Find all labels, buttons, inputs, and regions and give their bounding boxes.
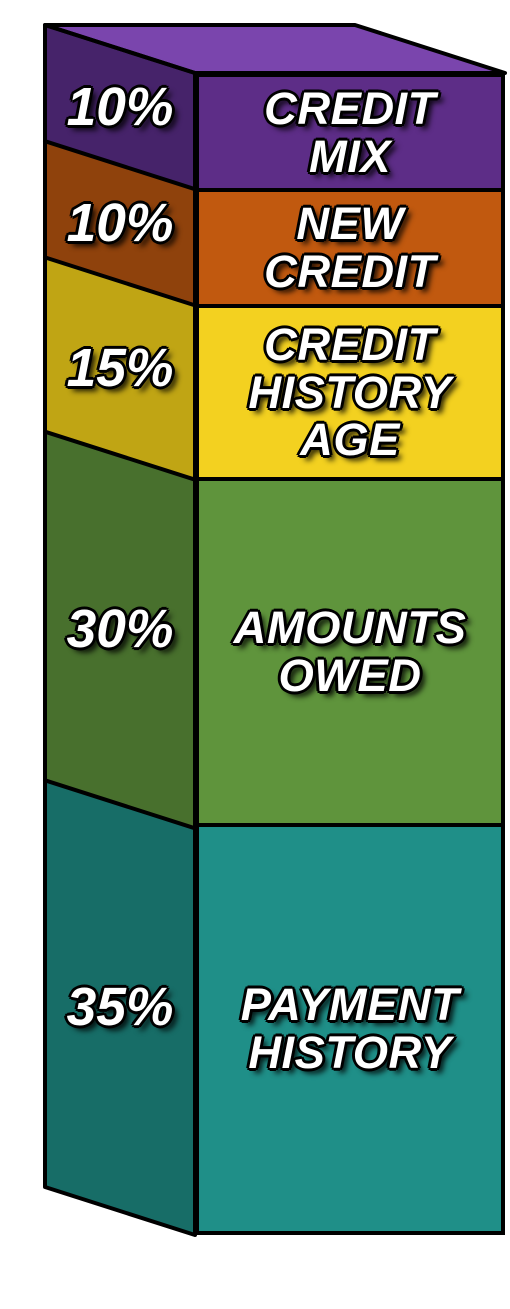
percent-label: 15% — [67, 338, 174, 399]
percent-label: 10% — [67, 193, 174, 254]
chart-stage: CREDITMIX NEWCREDIT CREDITHISTORYAGE AMO… — [0, 0, 510, 1309]
segment-label: NEWCREDIT — [254, 200, 446, 295]
segment-payment-history: PAYMENTHISTORY — [199, 827, 501, 1231]
side-panel-new-credit: 10% — [43, 165, 197, 281]
segment-credit-history-age: CREDITHISTORYAGE — [199, 308, 501, 481]
segment-label: CREDITMIX — [254, 85, 446, 180]
side-panel-credit-mix: 10% — [43, 49, 197, 165]
segment-label: AMOUNTSOWED — [224, 604, 477, 699]
segment-new-credit: NEWCREDIT — [199, 192, 501, 307]
side-panel-payment-history: 35% — [43, 804, 197, 1211]
segment-amounts-owed: AMOUNTSOWED — [199, 481, 501, 827]
side-panel-credit-history-age: 15% — [43, 281, 197, 455]
side-panel-amounts-owed: 30% — [43, 456, 197, 805]
percent-label: 30% — [67, 599, 174, 660]
percent-label: 35% — [67, 977, 174, 1038]
segment-credit-mix: CREDITMIX — [199, 77, 501, 192]
bar-front: CREDITMIX NEWCREDIT CREDITHISTORYAGE AMO… — [195, 73, 505, 1235]
stacked-column: CREDITMIX NEWCREDIT CREDITHISTORYAGE AMO… — [35, 25, 475, 1275]
percent-label: 10% — [67, 77, 174, 138]
segment-label: CREDITHISTORYAGE — [238, 321, 461, 464]
segment-label: PAYMENTHISTORY — [231, 981, 469, 1076]
